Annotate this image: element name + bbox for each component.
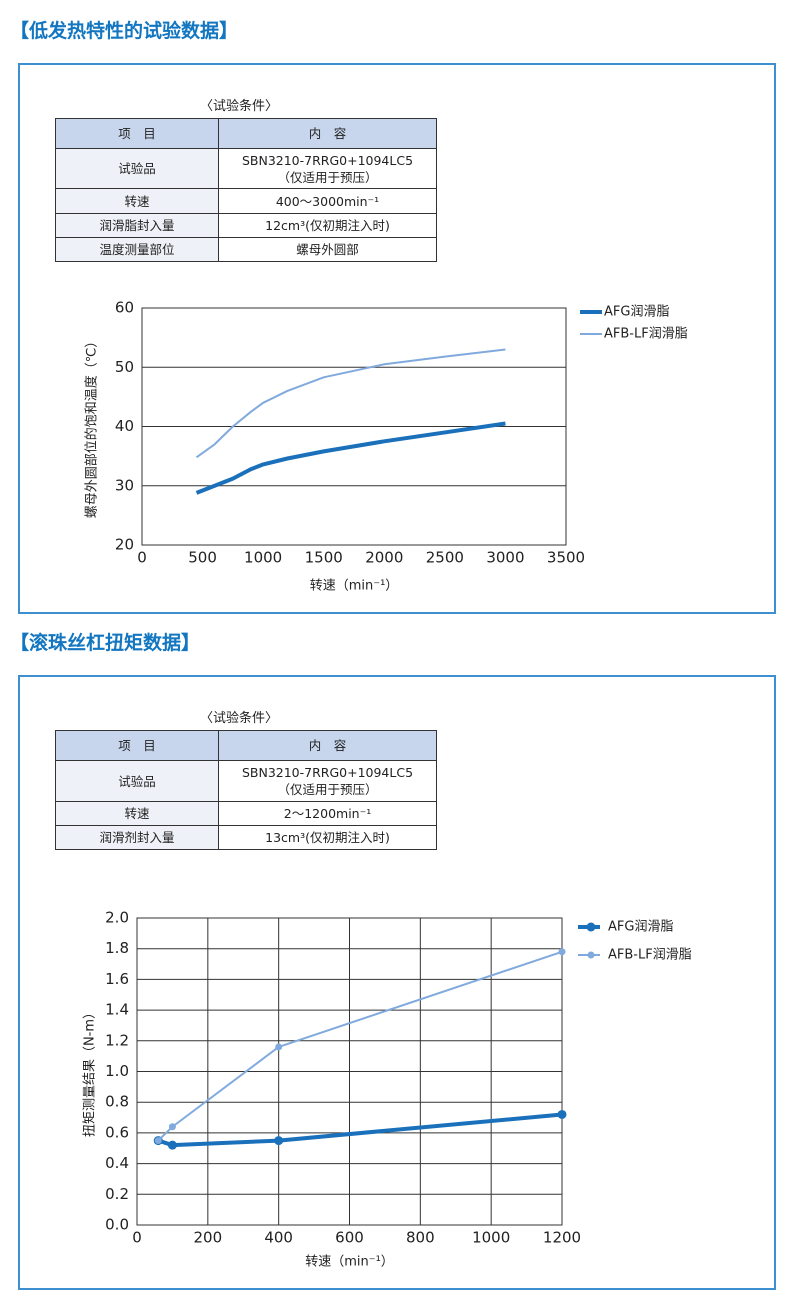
table-cell: 转速 (55, 801, 219, 826)
table-row: 润滑脂封入量 12cm³(仅初期注入时) (55, 213, 437, 238)
legend-label: AFB-LF润滑脂 (604, 327, 688, 342)
data-point (168, 1123, 176, 1131)
table-cell: 400～3000min⁻¹ (218, 188, 437, 214)
y-tick-label: 60 (115, 299, 134, 317)
x-axis-label: 转速（min⁻¹） (305, 1255, 394, 1270)
table-header: 项 目内 容 (55, 118, 437, 149)
y-tick-label: 0.6 (105, 1123, 129, 1141)
table-cell: 试验品 (55, 148, 219, 189)
header-cell: 内 容 (218, 118, 437, 149)
series-line (157, 950, 563, 1142)
y-axis-label: 扭矩测量结果（N-m） (83, 1006, 98, 1137)
table-row: 转速 2～1200min⁻¹ (55, 801, 437, 826)
series-line (195, 348, 506, 459)
legend-marker (586, 922, 596, 932)
y-tick-label: 1.6 (105, 970, 129, 988)
data-point (275, 1043, 283, 1051)
section-title: 【滚珠丝杠扭矩数据】 (10, 632, 201, 654)
series-line (157, 1112, 563, 1148)
legend-label: AFB-LF润滑脂 (608, 948, 692, 963)
table-cell: 润滑脂封入量 (55, 213, 219, 238)
series-line (195, 421, 506, 495)
x-tick-label: 600 (335, 1229, 364, 1247)
x-tick-label: 200 (194, 1229, 223, 1247)
section-box (18, 675, 776, 1290)
table-cell: 试验品 (55, 760, 219, 802)
header-cell: 内 容 (218, 730, 437, 761)
table-row: 温度测量部位 螺母外圆部 (55, 237, 437, 262)
y-tick-label: 1.8 (105, 939, 129, 957)
table-row: 转速 400～3000min⁻¹ (55, 188, 437, 214)
y-axis-label: 螺母外圆部位的饱和温度（℃） (84, 335, 100, 519)
section-title: 【低发热特性的试验数据】 (10, 20, 239, 42)
y-tick-label: 30 (115, 476, 134, 494)
x-tick-label: 0 (132, 1229, 142, 1247)
y-tick-label: 20 (115, 536, 134, 554)
x-tick-label: 2000 (365, 549, 403, 567)
x-tick-label: 500 (188, 549, 217, 567)
x-tick-label: 3000 (486, 549, 524, 567)
table-cell: 13cm³(仅初期注入时) (218, 825, 437, 850)
table-header: 项 目内 容 (55, 730, 437, 761)
y-tick-label: 1.0 (105, 1062, 129, 1080)
y-tick-label: 0.2 (105, 1185, 129, 1203)
table-cell: SBN3210-7RRG0+1094LC5 （仅适用于预压） (218, 148, 437, 189)
data-point (167, 1140, 177, 1150)
condition-table: 项 目内 容试验品 SBN3210-7RRG0+1094LC5 （仅适用于预压）转… (55, 118, 437, 262)
x-tick-label: 0 (137, 549, 147, 567)
y-tick-label: 0.8 (105, 1093, 129, 1111)
data-point (154, 1137, 162, 1145)
x-tick-label: 1000 (244, 549, 282, 567)
table-cell: 润滑剂封入量 (55, 825, 219, 850)
y-tick-label: 1.4 (105, 1001, 129, 1019)
table-caption: 〈试验条件〉 (200, 711, 279, 726)
table-cell: 12cm³(仅初期注入时) (218, 213, 437, 238)
data-point (557, 1109, 567, 1119)
x-tick-label: 3500 (547, 549, 585, 567)
table-cell: 转速 (55, 188, 219, 214)
y-tick-label: 50 (115, 358, 134, 376)
section-box (18, 63, 776, 614)
x-tick-label: 800 (406, 1229, 435, 1247)
data-point (558, 948, 566, 956)
y-tick-label: 0.0 (105, 1216, 129, 1234)
x-tick-label: 1500 (305, 549, 343, 567)
table-cell: SBN3210-7RRG0+1094LC5 （仅适用于预压） (218, 760, 437, 802)
y-tick-label: 0.4 (105, 1154, 129, 1172)
table-row: 试验品 SBN3210-7RRG0+1094LC5 （仅适用于预压） (55, 148, 437, 189)
table-cell: 2～1200min⁻¹ (218, 801, 437, 826)
legend-marker (587, 951, 595, 959)
data-point (274, 1136, 284, 1146)
table-cell: 螺母外圆部 (218, 237, 437, 262)
condition-table: 项 目内 容试验品 SBN3210-7RRG0+1094LC5 （仅适用于预压）转… (55, 730, 437, 850)
table-row: 试验品 SBN3210-7RRG0+1094LC5 （仅适用于预压） (55, 760, 437, 802)
x-tick-label: 400 (264, 1229, 293, 1247)
x-tick-label: 1200 (543, 1229, 581, 1247)
x-tick-label: 2500 (426, 549, 464, 567)
y-tick-label: 1.2 (105, 1031, 129, 1049)
header-cell: 项 目 (55, 730, 219, 761)
header-cell: 项 目 (55, 118, 219, 149)
x-axis-label: 转速（min⁻¹） (310, 579, 399, 594)
legend-label: AFG润滑脂 (604, 305, 669, 320)
y-tick-label: 2.0 (105, 909, 129, 927)
table-caption: 〈试验条件〉 (200, 99, 279, 114)
table-row: 润滑剂封入量 13cm³(仅初期注入时) (55, 825, 437, 850)
x-tick-label: 1000 (472, 1229, 510, 1247)
legend-label: AFG润滑脂 (608, 920, 673, 935)
y-tick-label: 40 (115, 417, 134, 435)
table-cell: 温度测量部位 (55, 237, 219, 262)
